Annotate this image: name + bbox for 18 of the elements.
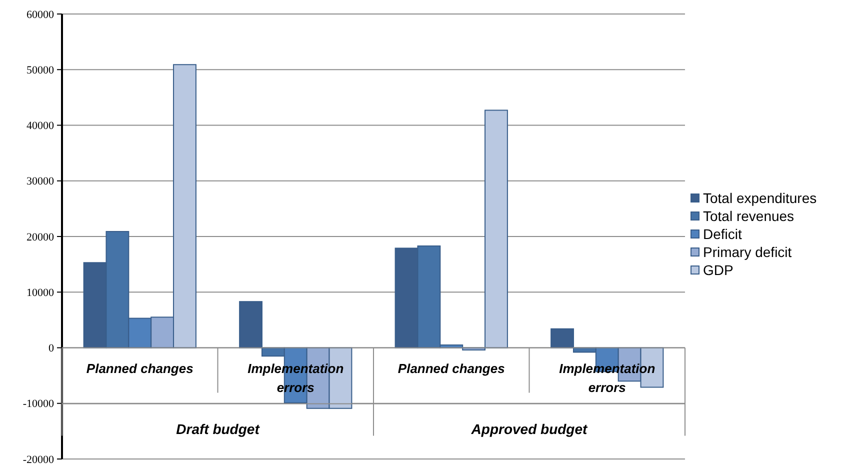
legend-label: Deficit: [703, 226, 742, 242]
y-tick-label: 50000: [26, 64, 54, 76]
y-tick-label: 0: [48, 342, 54, 355]
y-tick-label: 30000: [26, 176, 54, 188]
annotation: Draft budget: [176, 420, 261, 437]
y-tick-label: -20000: [22, 454, 54, 466]
y-tick-label: 20000: [26, 231, 54, 244]
y-tick-label: 10000: [26, 286, 54, 299]
y-tick-label: 40000: [26, 120, 54, 132]
legend-label: GDP: [703, 262, 734, 278]
legend-label: Total expenditures: [703, 190, 817, 206]
x-tick-label: Planned changes: [86, 360, 194, 376]
legend-label: Total revenues: [703, 208, 794, 224]
y-tick-label: -10000: [22, 398, 54, 410]
x-tick-label: Planned changes: [398, 360, 505, 376]
legend-label: Primary deficit: [703, 244, 792, 260]
annotation: Approved budget: [470, 420, 589, 437]
y-tick-label: 60000: [26, 8, 54, 21]
